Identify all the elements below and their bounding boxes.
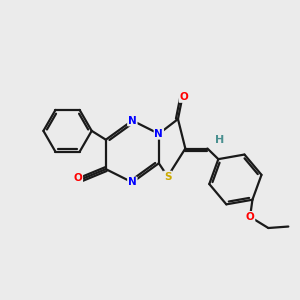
Text: O: O xyxy=(74,173,82,183)
Text: O: O xyxy=(179,92,188,102)
Text: H: H xyxy=(214,135,224,145)
Text: S: S xyxy=(164,172,171,182)
Text: N: N xyxy=(128,177,137,188)
Text: N: N xyxy=(128,116,137,126)
Text: O: O xyxy=(246,212,254,222)
Text: N: N xyxy=(154,129,163,139)
